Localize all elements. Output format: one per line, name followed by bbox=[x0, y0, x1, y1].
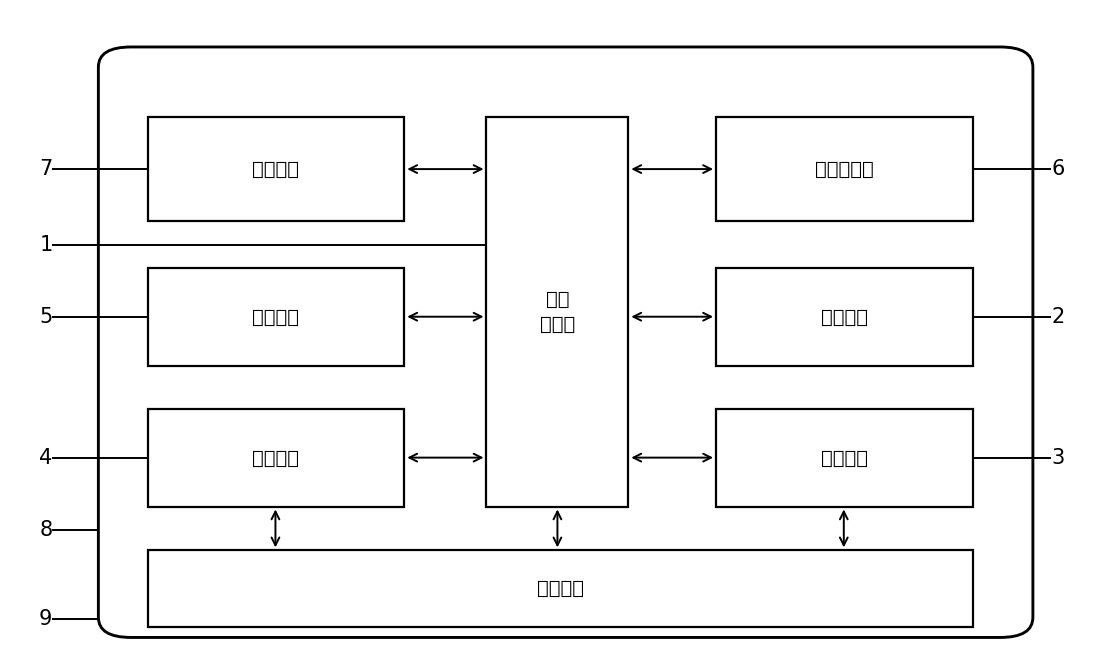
Bar bbox=[716, 409, 973, 507]
Text: 4: 4 bbox=[39, 448, 52, 468]
Text: 中央
控制器: 中央 控制器 bbox=[540, 290, 575, 334]
Text: 9: 9 bbox=[39, 609, 52, 629]
Text: 存贮模块: 存贮模块 bbox=[252, 307, 299, 327]
Text: 电源模块: 电源模块 bbox=[537, 579, 584, 599]
Bar bbox=[148, 268, 404, 366]
Bar bbox=[148, 550, 973, 627]
Text: 测距模块: 测距模块 bbox=[821, 448, 868, 468]
Text: 三维陀螺仪: 三维陀螺仪 bbox=[815, 160, 873, 179]
Bar bbox=[148, 117, 404, 221]
Text: 7: 7 bbox=[39, 159, 52, 179]
Bar bbox=[486, 117, 628, 507]
Text: 3: 3 bbox=[1051, 448, 1065, 468]
Bar bbox=[716, 117, 973, 221]
Text: 5: 5 bbox=[39, 307, 52, 327]
Text: 6: 6 bbox=[1051, 159, 1065, 179]
Text: 输入输出: 输入输出 bbox=[252, 160, 299, 179]
Bar bbox=[716, 268, 973, 366]
Text: 8: 8 bbox=[39, 520, 52, 540]
Text: 2: 2 bbox=[1051, 307, 1065, 327]
Text: 视频模块: 视频模块 bbox=[821, 307, 868, 327]
Bar bbox=[148, 409, 404, 507]
Text: 通讯模块: 通讯模块 bbox=[252, 448, 299, 468]
Text: 1: 1 bbox=[39, 235, 52, 255]
